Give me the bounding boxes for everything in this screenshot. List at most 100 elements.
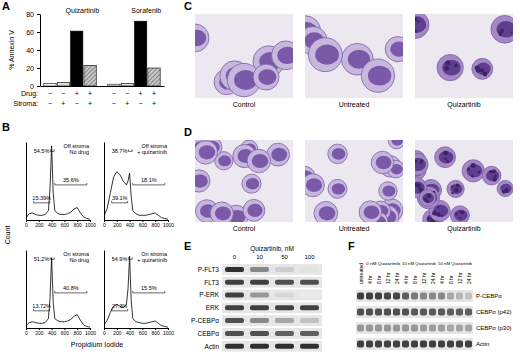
nucleus [195, 30, 206, 47]
tick: 60 [26, 29, 40, 36]
speckle [445, 61, 450, 66]
cell [195, 141, 218, 165]
lane-label: 10 [256, 254, 263, 260]
band [225, 267, 244, 272]
tick: 1000 [85, 328, 96, 336]
speckle [426, 200, 429, 203]
group-label: 10 nM Quizartinib [402, 261, 437, 266]
cell [497, 180, 513, 196]
band [366, 341, 373, 348]
category-label: Quizartinib [66, 7, 100, 15]
bar [57, 82, 69, 86]
nucleus [199, 145, 215, 159]
band [375, 325, 382, 332]
speckle [489, 170, 493, 174]
tick-label: 0 [25, 222, 28, 228]
tick: 1000 [163, 220, 174, 228]
tick-label: 0 [25, 330, 28, 336]
tick: 800 [152, 220, 161, 228]
cell [482, 166, 501, 185]
speckle [493, 177, 497, 181]
tick-label: 1000 [85, 222, 96, 228]
table-label: Stroma: [13, 100, 38, 107]
cell [450, 206, 469, 222]
table-sign: − [112, 100, 116, 107]
gate [128, 149, 132, 151]
cell [437, 54, 463, 80]
band [375, 309, 382, 316]
chart-subtitle: + quizartinib [137, 257, 167, 263]
lane-label: 24 hr [430, 272, 436, 284]
speckle [471, 163, 476, 168]
cell [371, 151, 393, 173]
gate-label: 35.6% [63, 177, 79, 183]
axis-line [41, 86, 165, 87]
lane-label: 4 hr [439, 275, 445, 284]
speckle [492, 169, 496, 173]
speckle [415, 17, 417, 21]
nucleus [332, 148, 346, 160]
tick-label: 400 [126, 222, 135, 228]
gate-label: 15.39% [32, 195, 51, 201]
nucleus [368, 66, 391, 86]
speckle [455, 212, 458, 215]
cell [462, 160, 484, 182]
blot-strip [222, 315, 322, 326]
band [393, 309, 400, 316]
band [225, 305, 244, 310]
gate-label: 54.5% [34, 148, 50, 154]
lane-label: 8 hr [376, 275, 382, 284]
row-label: P-ERK [199, 291, 220, 298]
speckle [420, 159, 423, 162]
tick: 800 [152, 328, 161, 336]
tick-label: 0 [30, 83, 34, 90]
group-label: 0 nM Quizartinib [366, 261, 401, 266]
row-label: Actin [205, 343, 220, 350]
axis-title: % Annexin V [8, 30, 15, 70]
cell [491, 15, 513, 43]
band [465, 325, 472, 332]
tick-label: 40 [26, 47, 34, 54]
nucleus [215, 207, 231, 221]
x-axis: 02004006008001000 [103, 220, 174, 228]
row-label: P-FLT3 [198, 266, 220, 273]
lane-label: 8 hr [412, 275, 418, 284]
cell [417, 187, 439, 209]
nucleus [319, 206, 336, 220]
lane-label: 24 hr [466, 272, 472, 284]
tick: 40 [26, 47, 40, 54]
speckle [441, 215, 443, 217]
band [465, 341, 472, 348]
table-sign: + [152, 90, 156, 97]
nucleus [277, 47, 293, 64]
blot-e: Quizartinib, nM01050100P-FLT3FLT3P-ERKER… [191, 245, 322, 352]
plot [104, 172, 168, 220]
band [438, 325, 445, 332]
cell [385, 37, 403, 62]
band [447, 325, 454, 332]
band [275, 293, 294, 298]
y-axis [26, 251, 27, 329]
band [300, 331, 319, 336]
band [429, 309, 436, 316]
micrograph-label: Untreated [339, 225, 370, 232]
tick: 200 [35, 220, 44, 228]
speckle [451, 185, 454, 188]
band [300, 344, 319, 349]
panel-label: D [184, 126, 192, 138]
cell [435, 147, 456, 168]
cell [388, 140, 403, 149]
panel-label: B [2, 121, 10, 133]
band [384, 293, 391, 300]
axis-line [40, 15, 41, 87]
speckle [476, 68, 481, 73]
speckle [456, 183, 460, 187]
speckle [445, 152, 448, 155]
tick: 20 [26, 65, 40, 72]
cell [359, 201, 382, 222]
micrograph [195, 140, 293, 222]
blot-strip [356, 306, 473, 318]
lane-label: 4 hr [403, 275, 409, 284]
speckle [459, 211, 461, 213]
micrograph [195, 14, 293, 98]
